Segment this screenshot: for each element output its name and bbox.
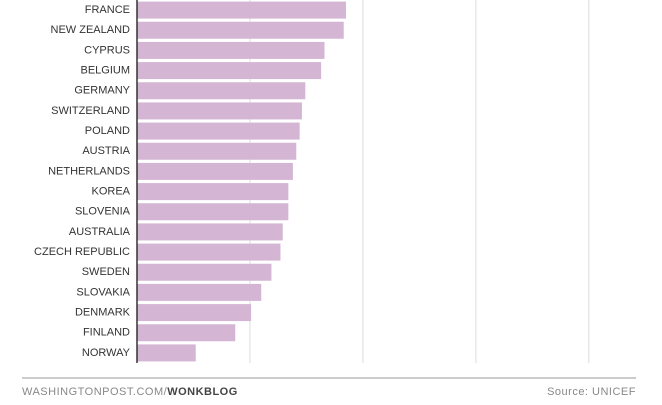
y-tick-label: NORWAY	[82, 347, 131, 359]
y-tick-label: SLOVENIA	[75, 206, 131, 218]
bar	[137, 183, 289, 201]
y-tick-label: AUSTRALIA	[69, 226, 131, 238]
y-tick-label: SLOVAKIA	[76, 286, 130, 298]
bar	[137, 21, 344, 39]
credit-blog: WONKBLOG	[167, 386, 238, 398]
credit-site: WASHINGTONPOST.COM/	[22, 386, 168, 398]
source: Source: UNICEF	[547, 386, 636, 398]
bar	[137, 324, 236, 342]
bar	[137, 304, 252, 322]
y-tick-label: KOREA	[91, 185, 130, 197]
bar	[137, 283, 262, 301]
bar	[137, 203, 289, 221]
bar	[137, 102, 302, 120]
bar	[137, 162, 293, 180]
y-tick-label: NEW ZEALAND	[51, 24, 131, 36]
y-tick-label: BELGIUM	[80, 64, 130, 76]
bar	[137, 243, 281, 261]
y-tick-label: POLAND	[85, 125, 130, 137]
footer-credit: WASHINGTONPOST.COM/WONKBLOG	[22, 386, 238, 398]
y-tick-label: CYPRUS	[84, 44, 130, 56]
bar	[137, 62, 322, 80]
y-tick-label: FINLAND	[83, 327, 130, 339]
bar	[137, 223, 283, 241]
y-tick-label: GERMANY	[74, 85, 130, 97]
y-tick-label: NETHERLANDS	[48, 165, 130, 177]
y-tick-label: CZECH REPUBLIC	[34, 246, 130, 258]
y-tick-label: AUSTRIA	[82, 145, 130, 157]
y-tick-label: DENMARK	[75, 306, 131, 318]
y-tick-label: FRANCE	[85, 4, 130, 16]
bar	[137, 344, 196, 362]
bar	[137, 82, 306, 100]
bar	[137, 122, 300, 140]
bar	[137, 142, 297, 160]
y-tick-label: SWITZERLAND	[51, 105, 130, 117]
bar	[137, 263, 272, 281]
bar	[137, 1, 346, 19]
y-tick-label: SWEDEN	[82, 266, 130, 278]
bar	[137, 41, 325, 59]
